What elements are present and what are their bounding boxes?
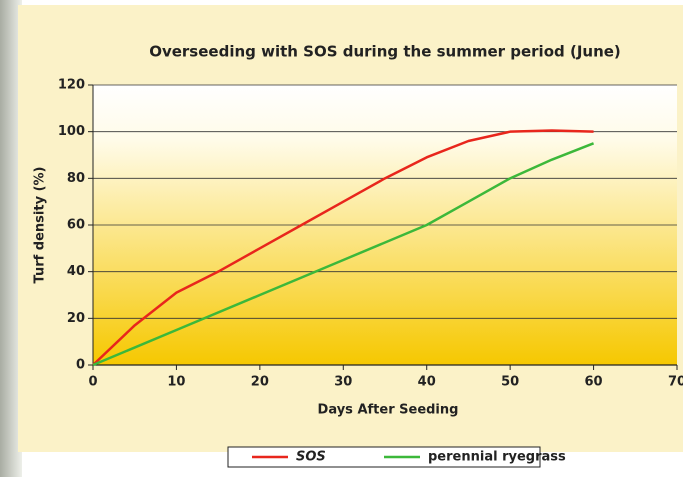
y-tick-label: 20 — [67, 311, 85, 326]
y-tick-label: 0 — [76, 358, 85, 373]
chart: Overseeding with SOS during the summer p… — [0, 0, 683, 477]
chart-title: Overseeding with SOS during the summer p… — [149, 43, 621, 61]
x-tick-label: 30 — [334, 375, 352, 390]
x-tick-label: 70 — [668, 375, 683, 390]
legend-label: perennial ryegrass — [428, 450, 566, 465]
y-axis-label: Turf density (%) — [33, 167, 48, 284]
y-tick-label: 100 — [58, 124, 85, 139]
x-tick-label: 50 — [501, 375, 519, 390]
x-axis-label: Days After Seeding — [318, 403, 459, 418]
x-tick-label: 60 — [585, 375, 603, 390]
y-tick-label: 60 — [67, 218, 85, 233]
x-tick-label: 0 — [88, 375, 97, 390]
x-tick-label: 40 — [418, 375, 436, 390]
y-tick-label: 80 — [67, 171, 85, 186]
y-tick-label: 40 — [67, 264, 85, 279]
x-tick-label: 10 — [167, 375, 185, 390]
y-tick-label: 120 — [58, 78, 85, 93]
legend-label: SOS — [296, 450, 326, 465]
x-tick-label: 20 — [251, 375, 269, 390]
